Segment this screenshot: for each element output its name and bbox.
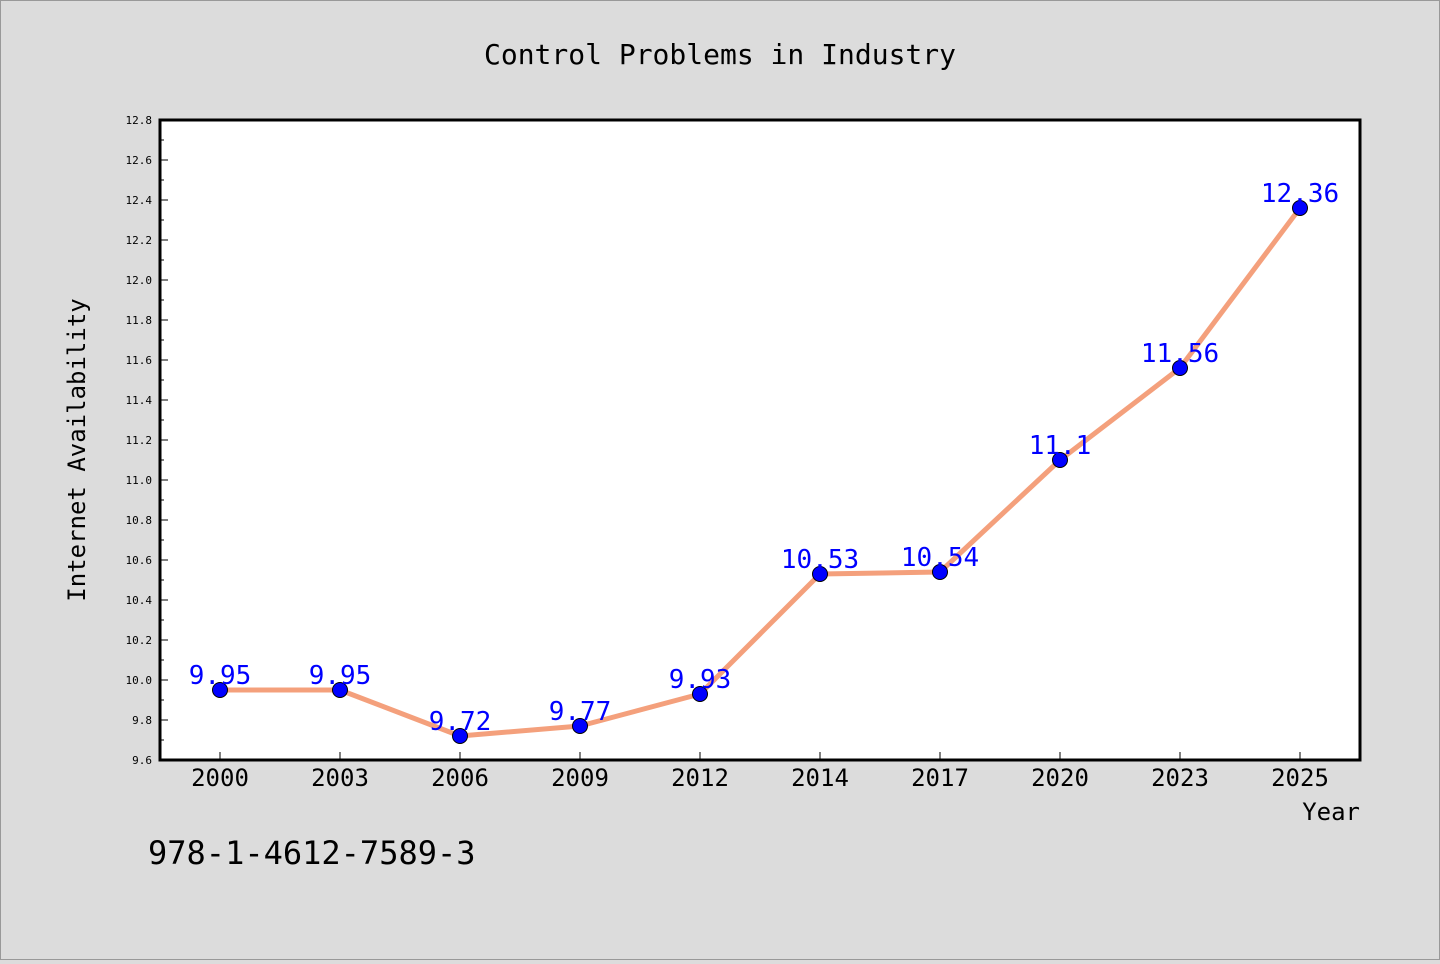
series-group: 9.95 9.95 9.72 9.77 9.93 10.53 10.54 11.1 11.56 1…: [189, 179, 1339, 744]
y-tick-label: 9.6: [132, 754, 152, 767]
plot-area: [158, 118, 1362, 762]
y-tick-label: 10.8: [126, 514, 153, 527]
y-tick-label: 9.8: [132, 714, 152, 727]
data-point: [692, 686, 708, 702]
y-tick-label: 11.8: [126, 314, 153, 327]
chart-title: Control Problems in Industry: [484, 38, 956, 71]
data-point: [212, 682, 228, 698]
y-axis: 9.6 9.8 10.0 10.2 10.4 10.6 10.8 11.0 11.2 11.4 11…: [126, 114, 168, 767]
data-point: [812, 566, 828, 582]
data-label: 9.95: [189, 661, 252, 691]
data-label: 10.53: [781, 545, 859, 575]
y-tick-label: 12.2: [126, 234, 153, 247]
x-tick-label: 2020: [1031, 764, 1089, 792]
data-label: 11.56: [1141, 339, 1219, 369]
y-tick-label: 12.0: [126, 274, 153, 287]
y-tick-label: 10.6: [126, 554, 153, 567]
y-axis-label: Internet Availability: [63, 298, 91, 601]
y-tick-label: 11.0: [126, 474, 153, 487]
data-label: 11.1: [1029, 431, 1092, 461]
data-label: 12.36: [1261, 179, 1339, 209]
data-point: [452, 728, 468, 744]
data-point: [1292, 200, 1308, 216]
y-tick-label: 10.2: [126, 634, 153, 647]
data-label: 9.93: [669, 665, 732, 695]
y-tick-label: 12.4: [126, 194, 153, 207]
data-point: [572, 718, 588, 734]
data-point: [332, 682, 348, 698]
data-point: [1172, 360, 1188, 376]
x-axis: 2000 2003 2006 2009 2012 2014 2017 2020 2023 2025: [191, 752, 1329, 792]
data-point: [1052, 452, 1068, 468]
data-label: 9.72: [429, 707, 492, 737]
x-tick-label: 2003: [311, 764, 369, 792]
y-tick-label: 12.8: [126, 114, 153, 127]
series-line: [217, 205, 1303, 739]
y-tick-label: 10.4: [126, 594, 153, 607]
y-tick-label: 10.0: [126, 674, 153, 687]
x-tick-label: 2023: [1151, 764, 1209, 792]
x-tick-label: 2017: [911, 764, 969, 792]
y-tick-label: 11.4: [126, 394, 153, 407]
y-tick-label: 11.6: [126, 354, 153, 367]
x-tick-label: 2014: [791, 764, 849, 792]
data-label: 10.54: [901, 543, 979, 573]
x-tick-label: 2006: [431, 764, 489, 792]
x-tick-label: 2009: [551, 764, 609, 792]
data-point: [932, 564, 948, 580]
data-label: 9.77: [549, 697, 612, 727]
x-axis-label: Year: [1302, 798, 1360, 826]
data-label: 9.95: [309, 661, 372, 691]
y-tick-label: 11.2: [126, 434, 153, 447]
footer-text: 978-1-4612-7589-3: [148, 834, 476, 872]
x-tick-label: 2000: [191, 764, 249, 792]
x-tick-label: 2025: [1271, 764, 1329, 792]
x-tick-label: 2012: [671, 764, 729, 792]
y-tick-label: 12.6: [126, 154, 153, 167]
